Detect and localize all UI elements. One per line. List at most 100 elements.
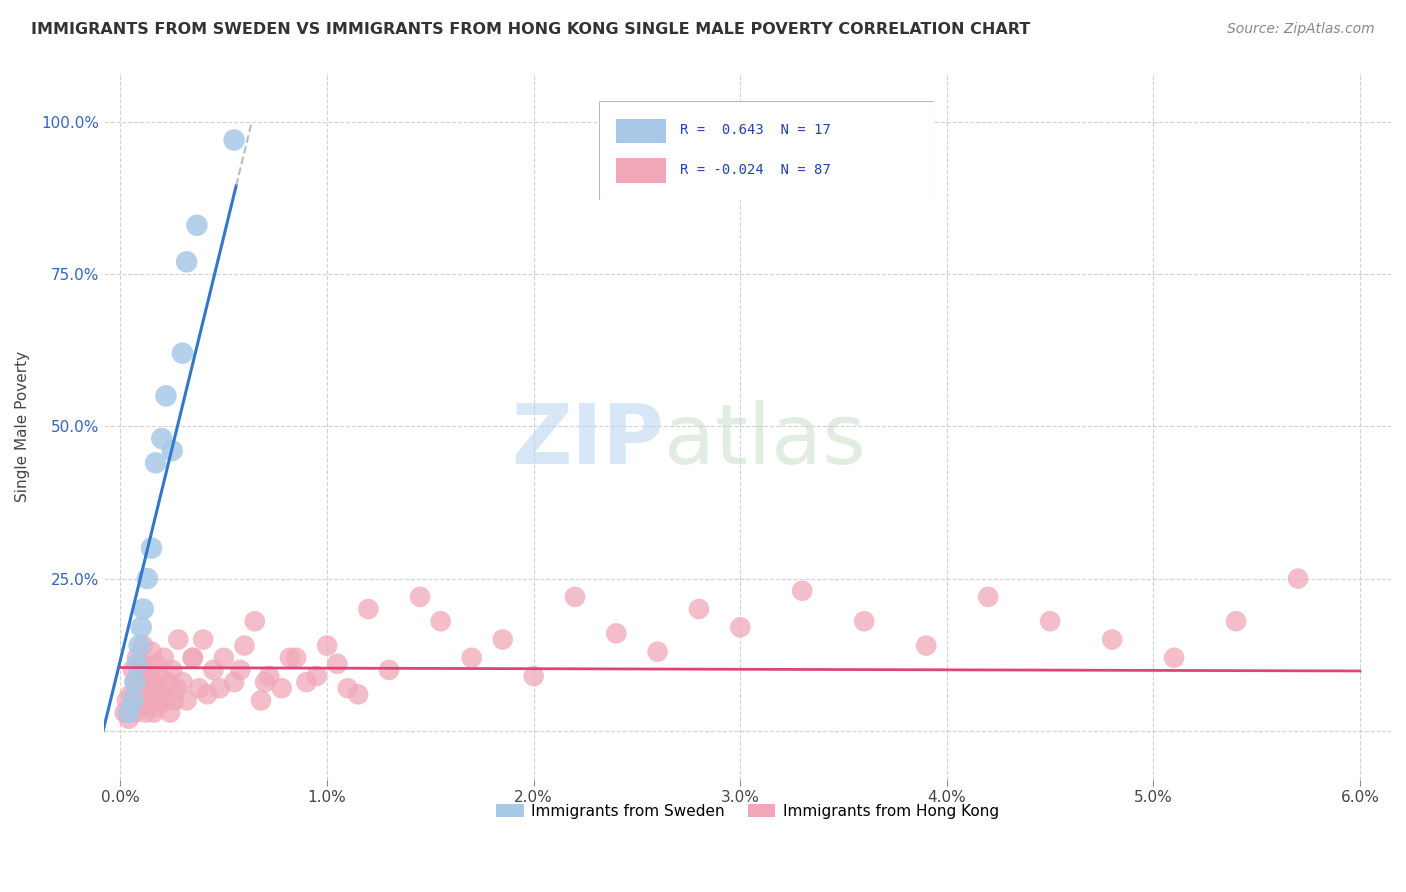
Point — [134, 706, 156, 720]
Point — [138, 699, 160, 714]
Point — [125, 650, 148, 665]
Point — [134, 675, 156, 690]
Y-axis label: Single Male Poverty: Single Male Poverty — [15, 351, 30, 502]
Point — [122, 693, 145, 707]
Point — [728, 620, 751, 634]
Point — [136, 693, 159, 707]
Point — [129, 657, 152, 671]
Point — [120, 687, 142, 701]
Point — [132, 639, 155, 653]
Point — [163, 693, 186, 707]
Point — [202, 663, 225, 677]
Point — [115, 693, 138, 707]
Point — [129, 699, 152, 714]
Point — [229, 663, 252, 677]
Point — [145, 456, 167, 470]
Point — [124, 706, 146, 720]
Point — [233, 639, 256, 653]
Point — [460, 650, 482, 665]
Point — [257, 669, 280, 683]
Point — [977, 590, 1000, 604]
Text: ZIP: ZIP — [512, 400, 664, 481]
Point — [188, 681, 211, 696]
Point — [278, 650, 301, 665]
Point — [149, 669, 172, 683]
Point — [124, 675, 146, 690]
Point — [118, 706, 141, 720]
Point — [1163, 650, 1185, 665]
Point — [181, 650, 204, 665]
Point — [136, 663, 159, 677]
Point — [155, 693, 177, 707]
Point — [159, 706, 181, 720]
Point — [212, 650, 235, 665]
Point — [172, 675, 194, 690]
Legend: Immigrants from Sweden, Immigrants from Hong Kong: Immigrants from Sweden, Immigrants from … — [489, 797, 1005, 825]
Point — [128, 693, 150, 707]
Point — [156, 675, 179, 690]
Point — [326, 657, 349, 671]
Text: atlas: atlas — [664, 400, 866, 481]
Point — [186, 219, 208, 233]
Point — [155, 389, 177, 403]
Point — [429, 614, 451, 628]
Point — [224, 133, 246, 147]
Point — [132, 687, 155, 701]
Point — [165, 681, 187, 696]
Point — [138, 669, 160, 683]
Point — [254, 675, 277, 690]
Point — [347, 687, 370, 701]
Point — [250, 693, 273, 707]
Point — [128, 669, 150, 683]
Point — [270, 681, 292, 696]
Point — [243, 614, 266, 628]
Point — [336, 681, 359, 696]
Point — [146, 699, 169, 714]
Point — [224, 675, 246, 690]
Point — [141, 541, 163, 555]
Point — [153, 650, 176, 665]
Point — [125, 657, 148, 671]
Point — [647, 645, 669, 659]
Point — [191, 632, 214, 647]
Point — [564, 590, 586, 604]
Point — [688, 602, 710, 616]
Point — [142, 706, 165, 720]
Point — [132, 602, 155, 616]
Point — [316, 639, 339, 653]
Point — [128, 639, 150, 653]
Point — [160, 443, 183, 458]
Point — [1225, 614, 1247, 628]
Point — [792, 583, 814, 598]
Point — [1286, 572, 1309, 586]
Point — [176, 255, 198, 269]
Point — [208, 681, 231, 696]
Point — [146, 681, 169, 696]
Point — [122, 663, 145, 677]
Point — [176, 693, 198, 707]
Point — [124, 675, 146, 690]
Point — [295, 675, 318, 690]
Point — [167, 632, 190, 647]
Point — [523, 669, 546, 683]
Point — [605, 626, 627, 640]
Point — [118, 712, 141, 726]
Point — [141, 645, 163, 659]
Point — [160, 663, 183, 677]
Point — [136, 572, 159, 586]
Point — [125, 681, 148, 696]
Point — [285, 650, 308, 665]
Point — [142, 675, 165, 690]
Point — [1039, 614, 1062, 628]
Point — [492, 632, 515, 647]
Point — [195, 687, 218, 701]
Point — [129, 620, 152, 634]
Point — [150, 687, 173, 701]
Point — [122, 699, 145, 714]
Point — [409, 590, 432, 604]
Point — [1101, 632, 1123, 647]
Point — [915, 639, 938, 653]
Point — [114, 706, 136, 720]
Point — [172, 346, 194, 360]
Point — [141, 687, 163, 701]
